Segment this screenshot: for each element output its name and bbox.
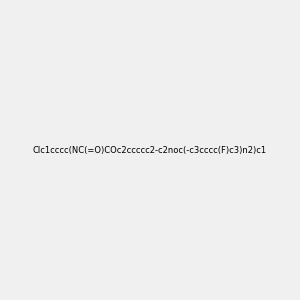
Text: Clc1cccc(NC(=O)COc2ccccc2-c2noc(-c3cccc(F)c3)n2)c1: Clc1cccc(NC(=O)COc2ccccc2-c2noc(-c3cccc(…: [33, 146, 267, 154]
